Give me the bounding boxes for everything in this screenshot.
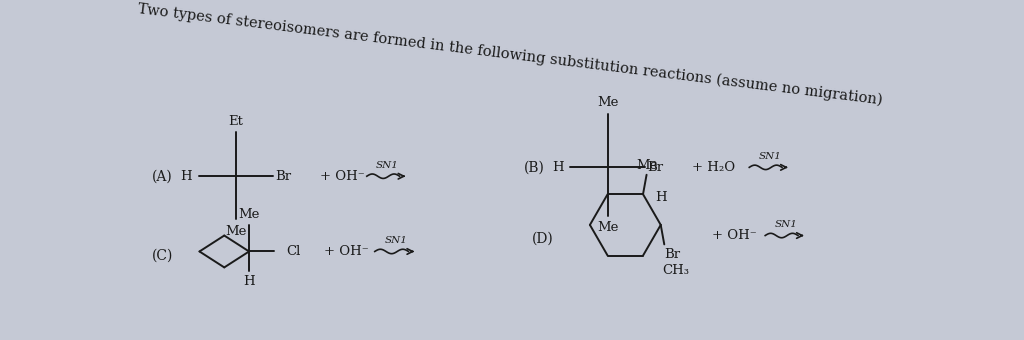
Text: Me: Me <box>597 221 618 234</box>
Text: H: H <box>655 191 667 204</box>
Text: Cl: Cl <box>287 245 301 258</box>
Text: + OH⁻: + OH⁻ <box>325 245 369 258</box>
Text: SN1: SN1 <box>759 152 781 161</box>
Text: Br: Br <box>275 170 292 183</box>
Text: Br: Br <box>647 161 664 174</box>
Text: Me: Me <box>239 208 260 221</box>
Text: (B): (B) <box>523 160 545 174</box>
Text: H: H <box>244 275 255 288</box>
Text: H: H <box>180 170 193 183</box>
Text: SN1: SN1 <box>376 161 399 170</box>
Text: SN1: SN1 <box>774 220 798 230</box>
Text: Et: Et <box>228 115 244 128</box>
Text: Br: Br <box>665 248 680 261</box>
Text: + OH⁻: + OH⁻ <box>712 229 757 242</box>
Text: (A): (A) <box>152 169 172 183</box>
Text: SN1: SN1 <box>385 236 408 245</box>
Text: (C): (C) <box>152 249 173 263</box>
Text: Two types of stereoisomers are formed in the following substitution reactions (a: Two types of stereoisomers are formed in… <box>137 2 884 108</box>
Text: (D): (D) <box>532 231 554 245</box>
Text: + H₂O: + H₂O <box>692 161 735 174</box>
Text: Me: Me <box>597 96 618 109</box>
Text: CH₃: CH₃ <box>663 265 689 277</box>
Text: + OH⁻: + OH⁻ <box>319 170 365 183</box>
Text: H: H <box>552 161 564 174</box>
Text: Me: Me <box>225 225 247 238</box>
Text: Me: Me <box>636 158 657 171</box>
